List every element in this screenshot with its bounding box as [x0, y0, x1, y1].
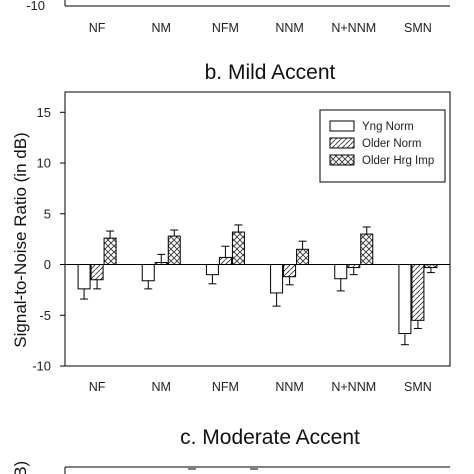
top-panel-category-label: SMN	[404, 21, 432, 35]
x-category-label: N+NNM	[331, 380, 376, 394]
y-tick-label: 10	[37, 156, 51, 171]
bar-older-hrg-imp-nfm	[231, 231, 245, 266]
bar-yng-norm-nm	[141, 264, 155, 282]
y-axis-ticks: -10 -5 0 5 10 15	[32, 105, 65, 374]
bottom-panel-title: c. Moderate Accent	[180, 426, 360, 449]
top-panel-category-label: NF	[89, 21, 106, 35]
x-category-label: SMN	[404, 380, 432, 394]
plot-frame	[64, 91, 451, 367]
y-tick-label: -5	[39, 308, 51, 323]
x-category-label: NM	[152, 380, 171, 394]
y-tick-label: -10	[32, 359, 51, 374]
legend-label: Yng Norm	[362, 121, 414, 133]
x-axis-category-labels: NF NM NFM NNM N+NNM SMN	[89, 380, 432, 394]
y-tick-label: 5	[44, 206, 51, 221]
y-axis-label: Signal-to-Noise Ratio (in dB)	[11, 132, 30, 347]
top-panel-category-label: NFM	[212, 21, 239, 35]
bar-yng-norm-nnm	[270, 264, 284, 294]
bar-older-hrg-imp-smn	[424, 264, 438, 269]
top-panel-tick-label: -10	[26, 0, 45, 13]
bar-older-norm-nf	[90, 264, 104, 281]
chart-title: b. Mild Accent	[205, 61, 336, 84]
bottom-panel: c. Moderate Accent dB)	[11, 426, 450, 474]
bar-older-hrg-imp-nnm	[296, 248, 310, 266]
bar-older-hrg-imp-nf	[103, 237, 117, 266]
bar-yng-norm-nplusnnm	[334, 264, 348, 280]
bar-yng-norm-smn	[398, 264, 412, 335]
bar-older-norm-nm	[154, 261, 168, 266]
bottom-panel-ylabel-fragment: dB)	[11, 461, 30, 474]
bar-older-norm-nnm	[283, 264, 297, 278]
bar-older-norm-smn	[411, 264, 425, 321]
top-panel: -10 NF NM NFM NNM N+NNM SMN	[26, 0, 450, 35]
bar-yng-norm-nf	[77, 264, 91, 290]
legend-swatch	[329, 154, 355, 166]
bar-older-norm-nfm	[218, 256, 232, 266]
top-panel-category-label: NM	[152, 21, 171, 35]
top-panel-category-labels: NF NM NFM NNM N+NNM SMN	[89, 21, 432, 35]
legend-swatch	[329, 120, 355, 132]
bar-older-hrg-imp-nm	[167, 235, 181, 266]
legend-label: Older Norm	[362, 138, 421, 150]
top-panel-category-label: NNM	[275, 21, 303, 35]
legend: Yng Norm Older Norm Older Hrg Imp	[319, 109, 446, 183]
bar-yng-norm-nfm	[205, 264, 219, 276]
legend-swatch	[329, 137, 355, 149]
y-tick-label: 15	[37, 105, 51, 120]
bar-older-hrg-imp-nplusnnm	[360, 233, 374, 266]
y-tick-label: 0	[44, 257, 51, 272]
x-category-label: NF	[89, 380, 106, 394]
plot-area: -10 -5 0 5 10 15 NF NM NFM NNM N+NNM SMN	[32, 91, 451, 394]
top-panel-category-label: N+NNM	[331, 21, 376, 35]
bar-older-norm-nplusnnm	[347, 264, 361, 269]
bars	[77, 224, 438, 346]
x-category-label: NFM	[212, 380, 239, 394]
x-category-label: NNM	[275, 380, 303, 394]
legend-label: Older Hrg Imp	[362, 155, 434, 167]
